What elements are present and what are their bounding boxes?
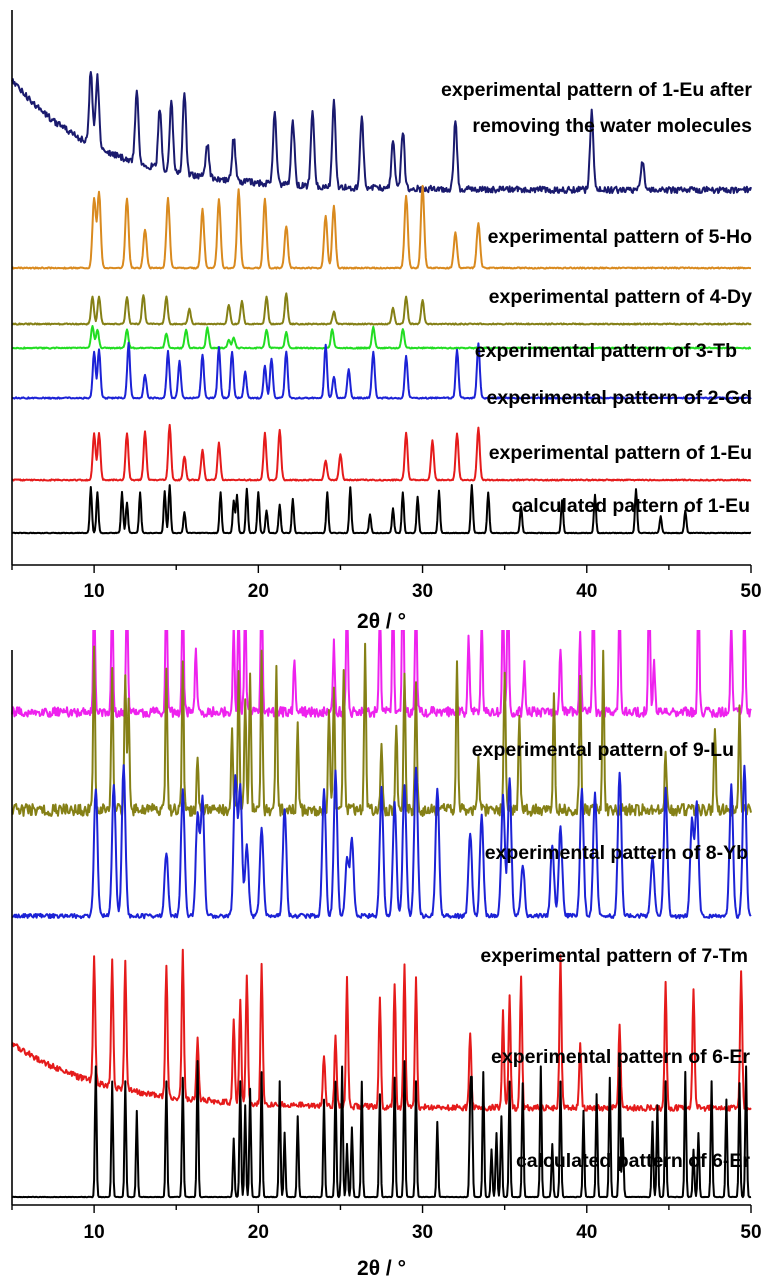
x-tick-label: 20	[248, 581, 269, 602]
trace-top-2	[11, 292, 752, 326]
x-tick-label: 40	[576, 581, 597, 602]
trace-top-4	[11, 341, 752, 400]
x-tick-label: 30	[412, 1222, 433, 1243]
trace-bottom-0	[11, 630, 752, 718]
trace-top-0	[11, 71, 752, 195]
trace-top-6	[11, 484, 752, 535]
trace-bottom-4	[11, 1059, 752, 1199]
x-tick-label: 40	[576, 1222, 597, 1243]
series-label: removing the water molecules	[472, 115, 752, 137]
trace-top-5	[11, 423, 752, 482]
x-tick-label: 10	[84, 1222, 105, 1243]
series-label: experimental pattern of 6-Er	[491, 1046, 750, 1068]
bottom-panel-chart: experimental pattern of 9-Lu experimental…	[11, 630, 762, 1280]
x-tick-label: 10	[84, 581, 105, 602]
trace-bottom-2	[11, 764, 752, 920]
series-label: experimental pattern of 4-Dy	[489, 286, 752, 308]
series-label: experimental pattern of 3-Tb	[475, 340, 737, 362]
series-label: calculated pattern of 1-Eu	[512, 495, 750, 517]
series-label: experimental pattern of 8-Yb	[485, 842, 748, 864]
trace-bottom-3	[11, 948, 752, 1112]
series-label: experimental pattern of 9-Lu	[472, 739, 734, 761]
trace-top-1	[11, 184, 752, 270]
series-label: experimental pattern of 1-Eu after	[441, 79, 752, 101]
x-axis-title: 2θ / °	[357, 610, 406, 630]
series-label: experimental pattern of 2-Gd	[487, 387, 752, 409]
series-label: experimental pattern of 5-Ho	[488, 226, 752, 248]
trace-top-3	[11, 325, 752, 350]
x-axis-title: 2θ / °	[357, 1257, 406, 1280]
x-tick-label: 20	[248, 1222, 269, 1243]
series-label: calculated pattern of 6-Er	[516, 1150, 750, 1172]
series-label: experimental pattern of 7-Tm	[480, 945, 748, 967]
top-panel-chart: experimental pattern of 1-Eu after removi…	[11, 10, 762, 630]
x-tick-label: 50	[740, 581, 761, 602]
trace-bottom-1	[11, 642, 752, 817]
series-label: experimental pattern of 1-Eu	[489, 442, 752, 464]
x-tick-label: 30	[412, 581, 433, 602]
x-tick-label: 50	[740, 1222, 761, 1243]
